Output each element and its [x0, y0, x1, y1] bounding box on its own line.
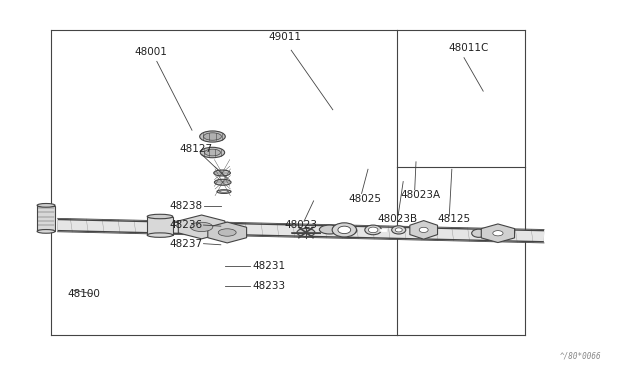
Ellipse shape [147, 233, 173, 237]
Text: 48127: 48127 [179, 144, 212, 154]
Ellipse shape [214, 170, 230, 176]
Text: 48023: 48023 [285, 220, 318, 230]
Ellipse shape [319, 225, 340, 234]
FancyBboxPatch shape [147, 217, 173, 235]
Text: 48238: 48238 [170, 202, 203, 211]
Ellipse shape [217, 190, 231, 193]
Ellipse shape [191, 222, 212, 231]
Polygon shape [208, 222, 246, 243]
Ellipse shape [368, 227, 378, 233]
FancyBboxPatch shape [37, 206, 55, 231]
Polygon shape [481, 224, 515, 243]
Ellipse shape [297, 228, 315, 237]
Ellipse shape [472, 229, 486, 237]
Text: 48001: 48001 [134, 47, 167, 57]
Ellipse shape [205, 149, 220, 156]
Ellipse shape [392, 226, 406, 234]
Ellipse shape [200, 131, 225, 142]
Ellipse shape [365, 225, 381, 235]
Ellipse shape [419, 227, 428, 232]
Ellipse shape [338, 226, 351, 234]
Text: ^/80*0066: ^/80*0066 [560, 352, 602, 361]
Ellipse shape [37, 230, 55, 233]
Text: 48233: 48233 [253, 282, 286, 291]
Text: 48025: 48025 [349, 194, 382, 204]
Text: 48011C: 48011C [448, 44, 488, 53]
Text: 48100: 48100 [67, 289, 100, 299]
Ellipse shape [332, 223, 356, 237]
Polygon shape [179, 215, 225, 239]
Ellipse shape [200, 147, 225, 158]
Text: 48231: 48231 [253, 261, 286, 271]
Ellipse shape [204, 133, 221, 140]
Text: 49011: 49011 [269, 32, 302, 42]
Polygon shape [410, 221, 438, 239]
Text: 48023A: 48023A [400, 190, 440, 200]
Text: 48023B: 48023B [378, 214, 418, 224]
Text: 48125: 48125 [437, 214, 470, 224]
Ellipse shape [220, 191, 228, 192]
Ellipse shape [214, 179, 231, 185]
Text: 48237: 48237 [170, 239, 203, 248]
Ellipse shape [341, 227, 357, 234]
Ellipse shape [37, 203, 55, 207]
Ellipse shape [396, 228, 403, 232]
Ellipse shape [218, 229, 236, 236]
Ellipse shape [147, 214, 173, 219]
Text: 48236: 48236 [170, 220, 203, 230]
Ellipse shape [493, 231, 503, 236]
